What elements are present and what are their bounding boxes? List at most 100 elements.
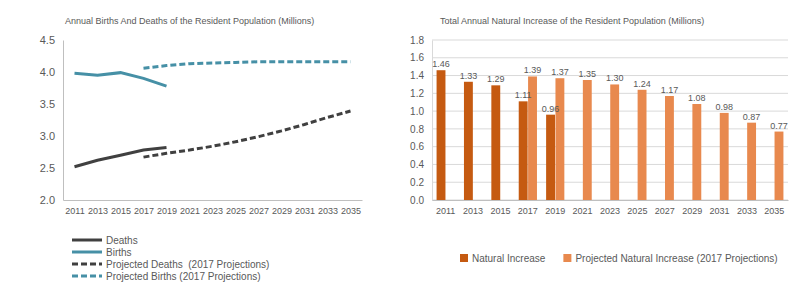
legend-item: Projected Births (2017 Projections) (72, 271, 261, 282)
legend-item: Deaths (72, 235, 138, 246)
tick: 2025 (627, 200, 647, 216)
tick-label: 2027 (249, 206, 269, 216)
tick-label: 2021 (573, 206, 593, 216)
tick-label: 1.6 (410, 52, 424, 63)
bar (610, 84, 619, 200)
legend-symbol (563, 254, 571, 262)
x-axis: 2011201320152017201920212023202520272029… (64, 200, 363, 216)
series-line (75, 73, 167, 86)
tick: 0.2 (410, 177, 432, 188)
data-label: 0.96 (542, 104, 560, 114)
chart-panel: Annual Births And Deaths of the Resident… (40, 16, 363, 282)
bar (665, 96, 674, 200)
tick-label: 0.6 (410, 141, 424, 152)
tick: 0.0 (410, 195, 432, 206)
tick: 2035 (341, 200, 361, 216)
tick: 2011 (436, 200, 455, 216)
data-label: 0.87 (743, 112, 761, 122)
tick-label: 2033 (737, 206, 757, 216)
data-label: 1.37 (551, 67, 569, 77)
bar (519, 101, 528, 200)
legend-item: Natural Increase (460, 253, 546, 264)
tick-label: 2013 (463, 206, 483, 216)
grid-line (432, 182, 788, 183)
tick-label: 0.2 (410, 177, 424, 188)
legend-label: Projected Natural Increase (2017 Project… (575, 253, 777, 264)
data-labels: 1.461.331.291.110.961.391.371.351.301.24… (432, 59, 787, 130)
legend-symbol (460, 254, 468, 262)
tick-label: 2035 (764, 206, 784, 216)
tick: 0.8 (410, 124, 432, 135)
tick-label: 1.2 (410, 88, 424, 99)
data-label: 1.33 (460, 71, 478, 81)
data-label: 0.98 (715, 102, 733, 112)
tick: 2025 (226, 200, 246, 216)
bar (464, 82, 473, 200)
tick: 3.5 (40, 98, 63, 110)
legend-label: Deaths (106, 235, 138, 246)
axis-line (63, 41, 64, 201)
grid-line (432, 40, 788, 41)
tick-label: 2011 (65, 206, 84, 216)
x-axis: 2011201320152017201920212023202520272029… (433, 200, 789, 216)
legend-symbol (72, 239, 102, 242)
chart-title: Annual Births And Deaths of the Resident… (65, 16, 314, 26)
tick-label: 0.4 (410, 159, 424, 170)
tick-label: 2023 (600, 206, 620, 216)
tick: 2027 (655, 200, 675, 216)
series-line (144, 62, 351, 68)
legend-label: Births (106, 247, 132, 258)
tick-label: 2015 (111, 206, 131, 216)
legend-item: Births (72, 247, 132, 258)
tick-label: 2033 (318, 206, 338, 216)
tick: 2027 (249, 200, 269, 216)
legend-label: Natural Increase (472, 253, 546, 264)
tick-label: 4.0 (40, 66, 55, 78)
tick-label: 2019 (545, 206, 565, 216)
chart-panel: Total Annual Natural Increase of the Res… (410, 16, 788, 264)
bar (491, 85, 500, 200)
tick-label: 2027 (655, 206, 675, 216)
tick-label: 3.0 (40, 130, 55, 142)
tick: 2031 (295, 200, 315, 216)
tick: 2021 (573, 200, 593, 216)
data-label: 1.35 (579, 69, 597, 79)
chart-svg: Annual Births And Deaths of the Resident… (0, 0, 800, 302)
tick-label: 2017 (134, 206, 154, 216)
bar (638, 90, 647, 200)
bar (555, 78, 564, 200)
data-label: 1.29 (487, 74, 505, 84)
grid (432, 40, 788, 200)
tick: 4.5 (40, 34, 63, 46)
grid-line (432, 164, 788, 165)
bar (692, 104, 701, 200)
tick: 2017 (518, 200, 538, 216)
tick-label: 4.5 (40, 34, 55, 46)
bar (437, 70, 446, 200)
bar (583, 80, 592, 200)
tick-label: 2.5 (40, 162, 55, 174)
bar (775, 132, 784, 200)
data-label: 1.46 (432, 59, 450, 69)
grid-line (432, 146, 788, 147)
axis-line (64, 200, 363, 201)
tick-label: 1.0 (410, 106, 424, 117)
tick: 3.0 (40, 130, 63, 142)
tick: 2023 (600, 200, 620, 216)
tick-label: 1.8 (410, 35, 424, 46)
tick: 4.0 (40, 66, 63, 78)
grid-line (432, 111, 788, 112)
tick-label: 2025 (226, 206, 246, 216)
legend: DeathsBirthsProjected Deaths (2017 Proje… (72, 235, 269, 282)
plot-marks (75, 62, 351, 167)
tick: 2033 (318, 200, 338, 216)
legend-symbol (72, 275, 102, 278)
tick: 2023 (203, 200, 223, 216)
tick-label: 2029 (272, 206, 292, 216)
tick: 2.5 (40, 162, 63, 174)
tick: 2015 (111, 200, 131, 216)
bar (720, 113, 729, 200)
series-line (75, 148, 167, 167)
tick: 1.0 (410, 106, 432, 117)
tick-label: 2031 (710, 206, 730, 216)
